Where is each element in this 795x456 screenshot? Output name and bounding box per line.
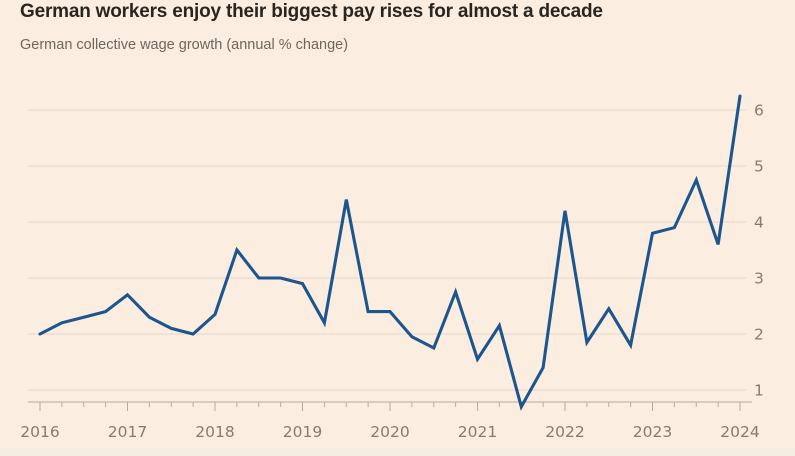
y-axis-label: 1 (754, 382, 764, 400)
x-axis-label: 2024 (720, 423, 759, 441)
y-axis-label: 3 (754, 270, 764, 288)
x-axis-label: 2021 (458, 423, 497, 441)
x-axis-label: 2016 (20, 423, 59, 441)
y-axis-label: 4 (754, 214, 764, 232)
bottom-edge-strip (0, 449, 795, 456)
y-axis-label: 5 (754, 158, 764, 176)
y-axis-label: 6 (754, 102, 764, 120)
x-axis-label: 2018 (195, 423, 234, 441)
x-axis-label: 2019 (283, 423, 322, 441)
x-axis-label: 2017 (108, 423, 147, 441)
chart-subtitle: German collective wage growth (annual % … (20, 37, 349, 53)
x-axis-label: 2023 (633, 423, 672, 441)
x-axis-label: 2022 (545, 423, 584, 441)
wage-growth-line (38, 94, 742, 411)
x-axis-label: 2020 (370, 423, 409, 441)
chart-title: German workers enjoy their biggest pay r… (20, 1, 603, 22)
y-axis-label: 2 (754, 326, 764, 344)
